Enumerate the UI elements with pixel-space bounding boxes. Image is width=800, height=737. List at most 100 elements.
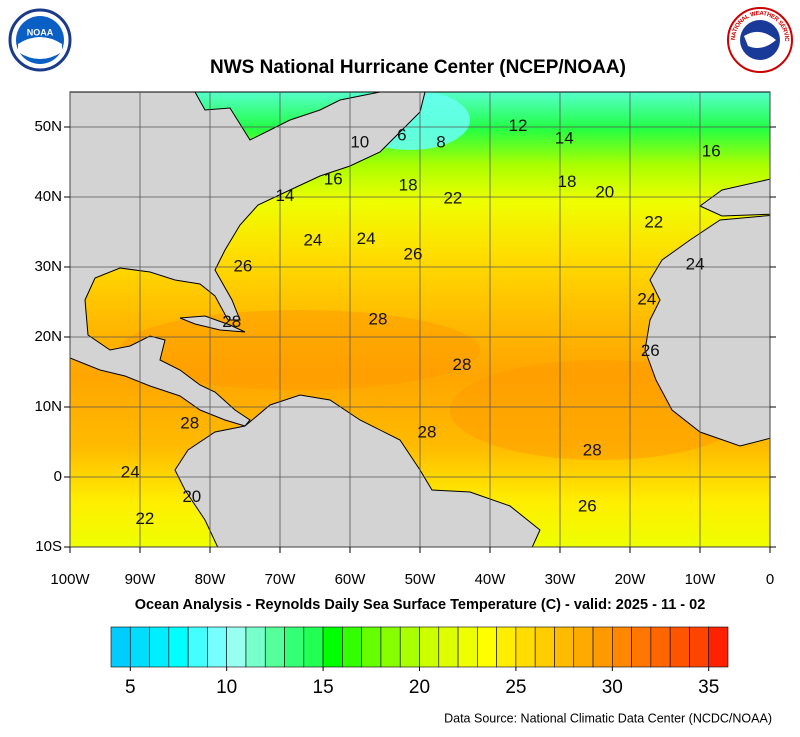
colorbar-swatch: [322, 626, 343, 668]
contour-label: 10: [350, 133, 369, 152]
colorbar-swatch: [168, 626, 189, 668]
colorbar-swatch: [650, 626, 671, 668]
contour-label: 24: [303, 231, 322, 250]
colorbar-swatch: [669, 626, 690, 668]
lon-tick-label: 20W: [615, 571, 647, 588]
colorbar-swatch: [689, 626, 710, 668]
lat-tick-label: 10S: [35, 538, 62, 555]
lon-tick-label: 80W: [195, 571, 227, 588]
contour-label: 14: [275, 186, 294, 205]
contour-label: 26: [404, 245, 423, 264]
nws-logo-text: NATIONAL WEATHER SERVICE: [0, 0, 789, 42]
contour-label: 12: [509, 116, 528, 135]
contour-label: 22: [443, 189, 462, 208]
contour-label: 22: [135, 509, 154, 528]
lon-tick-label: 40W: [475, 571, 507, 588]
colorbar-swatch: [303, 626, 324, 668]
contour-label: 14: [555, 128, 574, 147]
contour-label: 22: [644, 212, 663, 231]
colorbar-swatch: [129, 626, 150, 668]
colorbar-swatch: [149, 626, 170, 668]
contour-label: 28: [583, 441, 602, 460]
lon-tick-label: 60W: [335, 571, 367, 588]
colorbar-swatch: [187, 626, 208, 668]
colorbar-swatch: [245, 626, 266, 668]
contour-label: 18: [399, 175, 418, 194]
colorbar-swatch: [419, 626, 440, 668]
colorbar-tick-label: 5: [125, 677, 136, 698]
colorbar-swatch: [207, 626, 227, 668]
colorbar-swatch: [554, 626, 575, 668]
contour-label: 24: [686, 254, 705, 273]
noaa-logo-text: NOAA: [27, 27, 54, 37]
colorbar-swatch: [515, 626, 536, 668]
contour-label: 28: [369, 310, 388, 329]
lon-tick-label: 0: [766, 571, 774, 588]
colorbar-swatch: [496, 626, 517, 668]
contour-label: 18: [558, 172, 577, 191]
colorbar-swatch: [534, 626, 555, 668]
lat-tick-label: 20N: [34, 328, 62, 345]
lon-tick-label: 90W: [125, 571, 157, 588]
contour-label: 8: [436, 133, 445, 152]
contour-label: 28: [453, 355, 472, 374]
colorbar-tick-label: 25: [505, 677, 526, 698]
colorbar-swatch: [284, 626, 305, 668]
colorbar-swatch: [110, 626, 131, 668]
lat-tick-label: 0: [54, 468, 62, 485]
lon-tick-label: 70W: [265, 571, 297, 588]
lat-tick-label: 50N: [34, 118, 62, 135]
north-america: [70, 92, 426, 427]
lon-tick-label: 100W: [50, 571, 90, 588]
colorbar-swatch: [361, 626, 382, 668]
colorbar-swatch: [631, 626, 652, 668]
colorbar-tick-label: 30: [602, 677, 623, 698]
colorbar-swatch: [457, 626, 478, 668]
contour-label: 16: [702, 142, 721, 161]
lat-tick-label: 30N: [34, 258, 62, 275]
contour-label: 24: [121, 462, 140, 481]
contour-label: 20: [182, 487, 201, 506]
africa: [644, 214, 770, 447]
colorbar-swatch: [264, 626, 285, 668]
colorbar-tick-label: 20: [409, 677, 430, 698]
colorbar-swatch: [477, 626, 497, 668]
colorbar-swatch: [380, 626, 401, 668]
colorbar-tick-label: 35: [698, 677, 719, 698]
lon-tick-label: 10W: [685, 571, 717, 588]
colorbar-swatch: [612, 626, 632, 668]
contour-label: 6: [397, 126, 406, 145]
contour-label: 16: [324, 170, 343, 189]
colorbar-swatch: [342, 626, 362, 668]
contour-label: 24: [357, 229, 376, 248]
lat-tick-label: 10N: [34, 398, 62, 415]
nws-logo-textpath: NATIONAL WEATHER SERVICE: [0, 0, 789, 42]
colorbar-swatch: [399, 626, 420, 668]
lon-tick-label: 30W: [545, 571, 577, 588]
noaa-logo: NOAA: [8, 8, 72, 72]
contour-label: 24: [637, 289, 656, 308]
south-america: [174, 394, 541, 547]
contour-label: 26: [233, 256, 252, 275]
contour-label: 26: [641, 341, 660, 360]
cuba: [179, 315, 246, 333]
colorbar-swatch: [592, 626, 613, 668]
contour-label: 28: [180, 413, 199, 432]
colorbar-tick-label: 15: [313, 677, 334, 698]
colorbar-tick-label: 10: [216, 677, 237, 698]
contour-label: 28: [222, 312, 241, 331]
lat-tick-label: 40N: [34, 188, 62, 205]
graticule: [69, 92, 771, 548]
contour-label: 26: [578, 497, 597, 516]
lon-tick-label: 50W: [405, 571, 437, 588]
colorbar-swatch: [573, 626, 594, 668]
colorbar-swatch: [708, 626, 729, 668]
colorbar-swatch: [438, 626, 459, 668]
contour-label: 28: [418, 422, 437, 441]
subtitle: Ocean Analysis - Reynolds Daily Sea Surf…: [135, 597, 706, 613]
title: NWS National Hurricane Center (NCEP/NOAA…: [210, 57, 626, 78]
contour-label: 20: [595, 182, 614, 201]
data-source: Data Source: National Climatic Data Cent…: [444, 711, 772, 725]
colorbar-swatch: [226, 626, 247, 668]
